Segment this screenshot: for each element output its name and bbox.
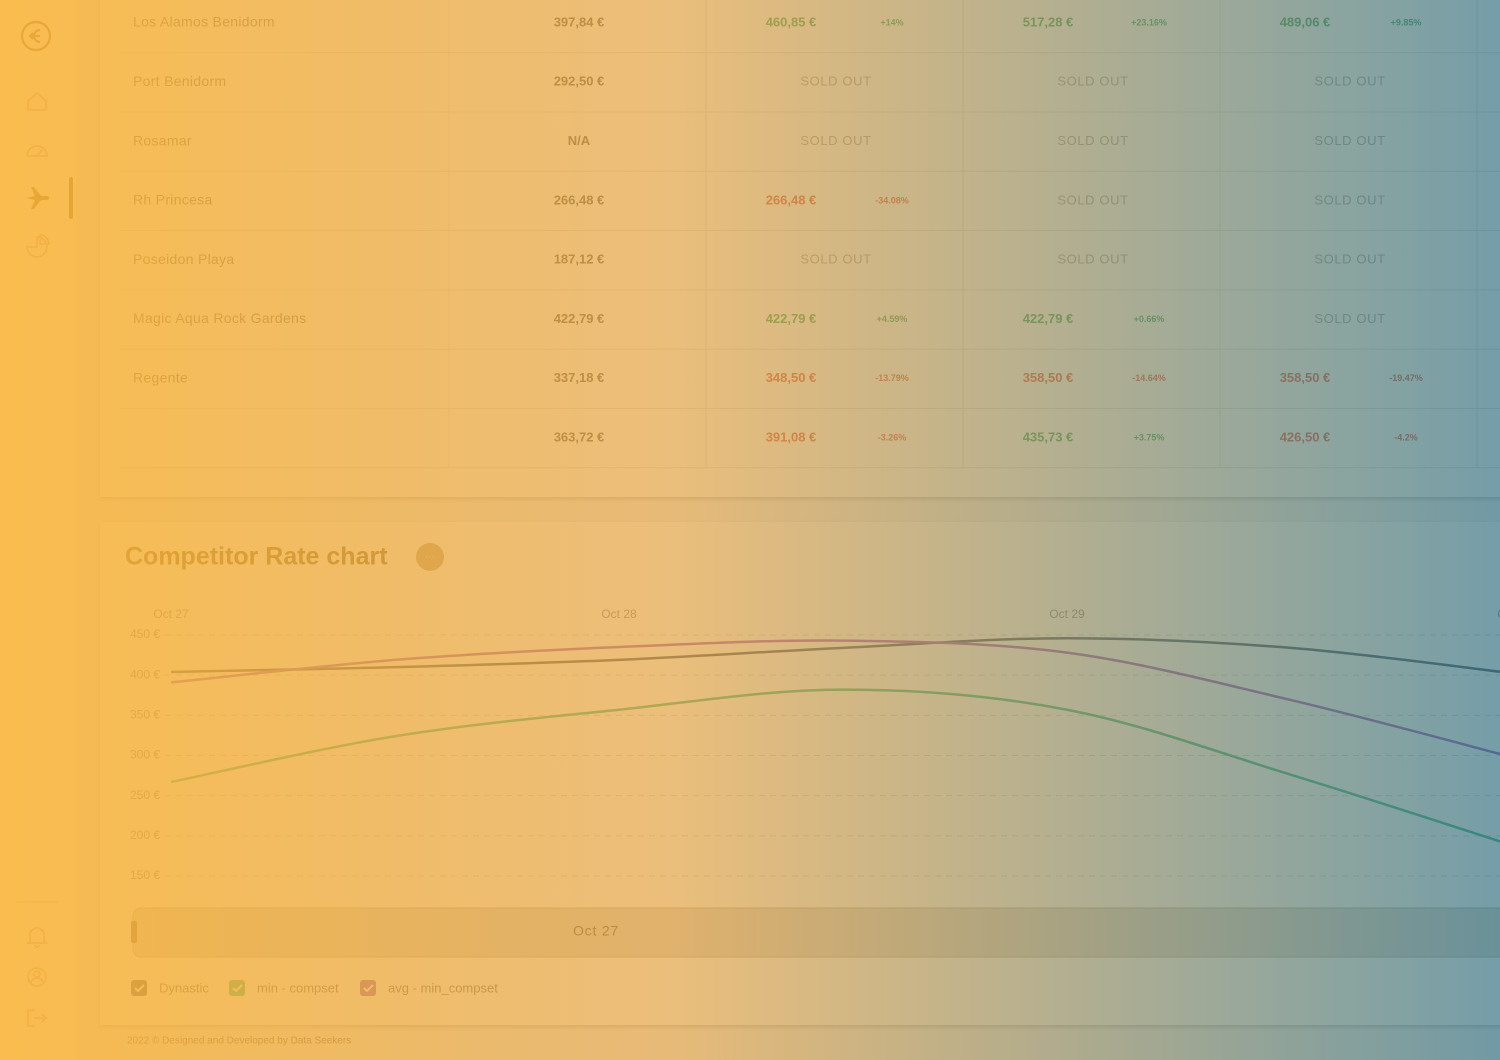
sidebar: [0, 0, 76, 1060]
y-tick-label: 150 €: [130, 868, 160, 882]
active-indicator: [69, 177, 73, 219]
dynastic-rate: 187,12 €: [554, 252, 605, 267]
y-tick-label: 350 €: [130, 708, 160, 722]
y-tick-label: 400 €: [130, 667, 160, 681]
rate-change: +0.66%: [1134, 314, 1165, 324]
chart-title: Competitor Rate chart: [125, 543, 388, 571]
sidebar-panel: [0, 0, 76, 1060]
competitor-rate: 517,28 €: [1023, 14, 1074, 29]
sold-out: SOLD OUT: [1314, 133, 1385, 148]
competitor-rate: 358,50 €: [1280, 370, 1331, 385]
rate-change: -14.64%: [1132, 373, 1166, 383]
dynastic-rate: 397,84 €: [554, 14, 605, 29]
sold-out: SOLD OUT: [1057, 252, 1128, 267]
rate-change: +4.59%: [877, 314, 908, 324]
footer: 2022 © Designed and Developed by Data Se…: [127, 1036, 351, 1047]
sold-out: SOLD OUT: [1314, 192, 1385, 207]
sold-out: SOLD OUT: [1314, 74, 1385, 89]
legend-label: Dynastic: [159, 980, 209, 995]
range-handle[interactable]: [131, 921, 137, 943]
x-tick-label: Oct 28: [601, 607, 637, 621]
legend-checkbox[interactable]: [131, 980, 147, 996]
rate-change: -3.26%: [878, 432, 907, 442]
hotel-name: Los Alamos Benidorm: [133, 14, 275, 30]
legend-label: avg - min_compset: [388, 980, 498, 995]
legend-label: min - compset: [257, 980, 339, 995]
y-tick-label: 450 €: [130, 627, 160, 641]
y-tick-label: 250 €: [130, 788, 160, 802]
dynastic-rate: 292,50 €: [554, 74, 605, 89]
competitor-rate: 391,08 €: [766, 430, 817, 445]
rate-change: -4.2%: [1394, 432, 1418, 442]
sold-out: SOLD OUT: [800, 133, 871, 148]
dynastic-rate: 337,18 €: [554, 370, 605, 385]
x-tick-label: Oct 29: [1049, 607, 1085, 621]
y-tick-label: 300 €: [130, 748, 160, 762]
rate-change: -13.79%: [875, 373, 909, 383]
chart-menu-icon: ···: [425, 552, 435, 563]
competitor-rate: 422,79 €: [1023, 311, 1074, 326]
rate-change: +14%: [880, 17, 903, 27]
dynastic-rate: 422,79 €: [554, 311, 605, 326]
rate-change: -34.08%: [875, 195, 909, 205]
sold-out: SOLD OUT: [1057, 74, 1128, 89]
x-tick-label: Oct 27: [153, 607, 189, 621]
range-label: Oct 27: [573, 923, 619, 939]
competitor-rate: 460,85 €: [766, 14, 817, 29]
competitor-rate: 489,06 €: [1280, 14, 1331, 29]
range-navigator[interactable]: [132, 907, 1500, 958]
sold-out: SOLD OUT: [800, 74, 871, 89]
competitor-rate: 358,50 €: [1023, 370, 1074, 385]
hotel-name: Magic Aqua Rock Gardens: [133, 310, 306, 326]
rate-change: +23.16%: [1131, 17, 1167, 27]
hotel-name: Rh Princesa: [133, 192, 213, 208]
dynastic-rate: 363,72 €: [554, 430, 605, 445]
sold-out: SOLD OUT: [1314, 311, 1385, 326]
sold-out: SOLD OUT: [800, 252, 871, 267]
hotel-name: Regente: [133, 370, 188, 386]
competitor-rate: 348,50 €: [766, 370, 817, 385]
y-tick-label: 200 €: [130, 828, 160, 842]
sold-out: SOLD OUT: [1314, 252, 1385, 267]
hotel-name: Rosamar: [133, 132, 192, 148]
dynastic-rate: N/A: [568, 133, 591, 148]
competitor-rate: 422,79 €: [766, 311, 817, 326]
rate-change: +9.85%: [1391, 17, 1422, 27]
rate-change: +3.75%: [1134, 432, 1165, 442]
hotel-name: Port Benidorm: [133, 73, 226, 89]
competitor-rate: 266,48 €: [766, 192, 817, 207]
competitor-rate: 426,50 €: [1280, 430, 1331, 445]
competitor-rate: 435,73 €: [1023, 430, 1074, 445]
sold-out: SOLD OUT: [1057, 192, 1128, 207]
legend-checkbox[interactable]: [229, 980, 245, 996]
legend-checkbox[interactable]: [360, 980, 376, 996]
rate-change: -19.47%: [1389, 373, 1423, 383]
hotel-name: Poseidon Playa: [133, 251, 235, 267]
dynastic-rate: 266,48 €: [554, 192, 605, 207]
sold-out: SOLD OUT: [1057, 133, 1128, 148]
